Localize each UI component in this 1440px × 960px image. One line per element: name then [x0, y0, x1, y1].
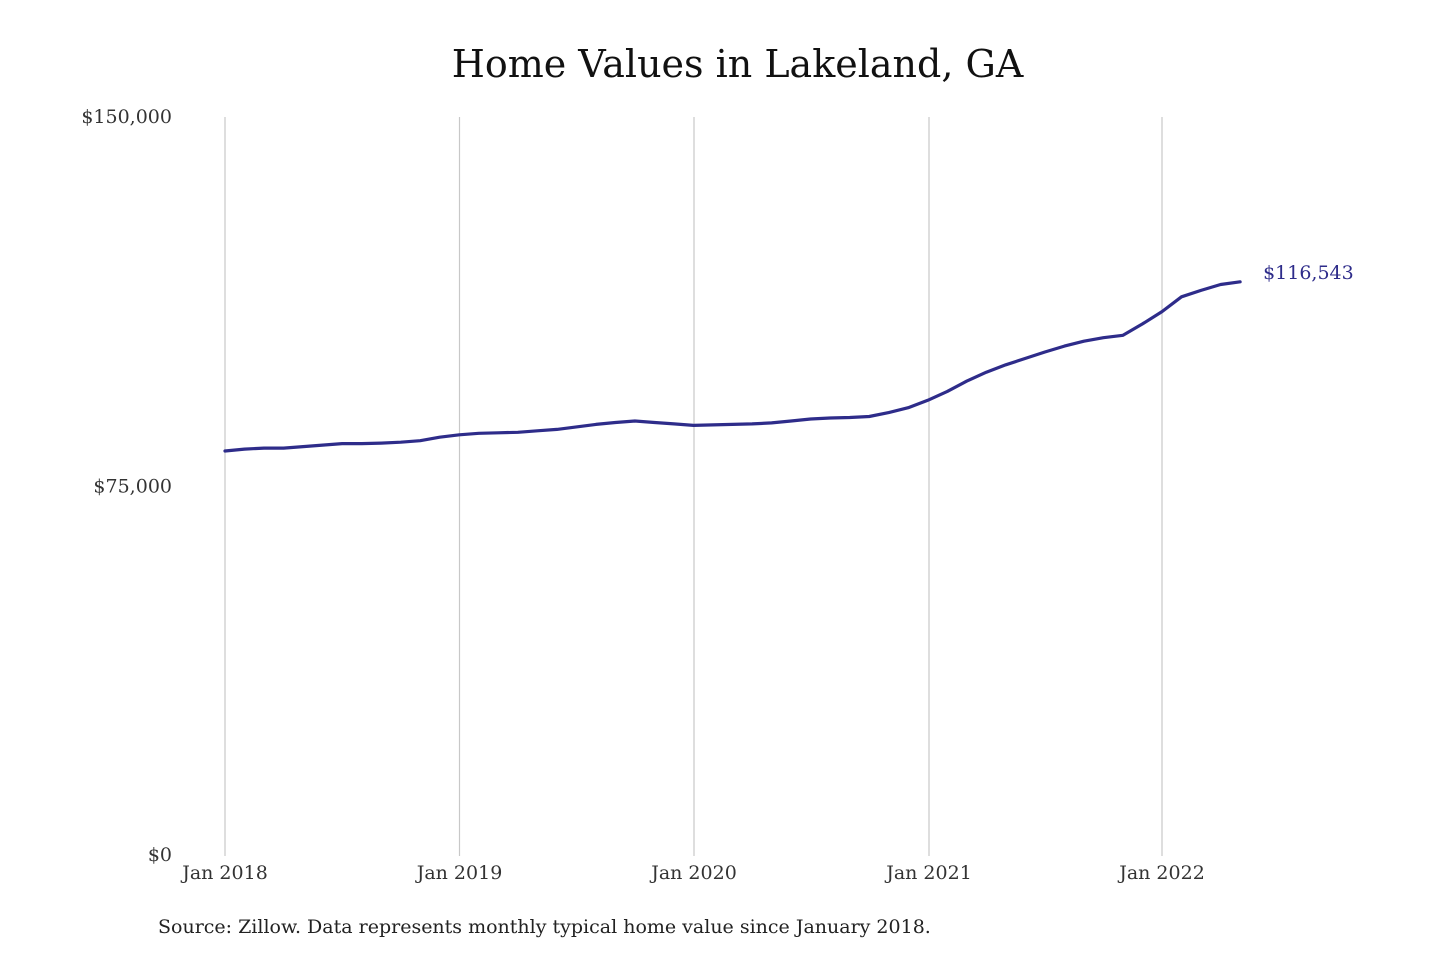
chart-title: Home Values in Lakeland, GA — [451, 42, 1024, 86]
end-value-label: $116,543 — [1263, 262, 1354, 284]
x-tick-label: Jan 2019 — [415, 862, 503, 884]
x-tick-label: Jan 2022 — [1117, 862, 1205, 884]
series-line — [223, 280, 1242, 453]
x-tick-label: Jan 2018 — [180, 862, 268, 884]
x-tick-label: Jan 2020 — [649, 862, 737, 884]
x-tick-label: Jan 2021 — [884, 862, 972, 884]
source-note: Source: Zillow. Data represents monthly … — [158, 916, 931, 938]
y-tick-label: $0 — [148, 844, 172, 866]
y-tick-label: $150,000 — [81, 106, 172, 128]
y-tick-label: $75,000 — [93, 476, 172, 498]
